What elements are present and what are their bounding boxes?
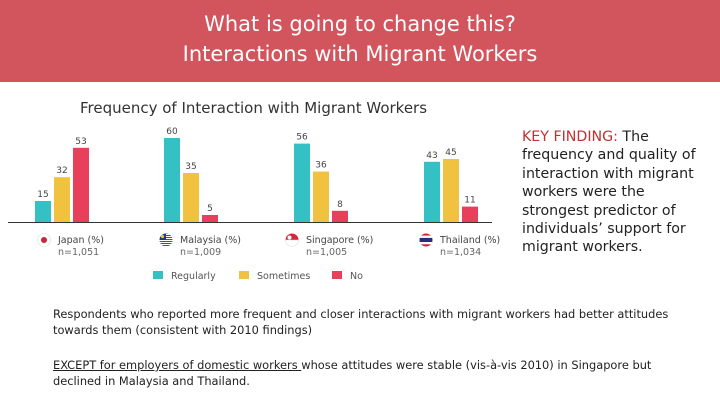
- country-label-2: Singapore (%): [306, 235, 373, 246]
- key-finding: KEY FINDING: The frequency and quality o…: [522, 128, 712, 257]
- legend-swatch-no: [332, 271, 342, 279]
- title-banner: What is going to change this? Interactio…: [0, 0, 720, 82]
- finding-paragraph-2: EXCEPT for employers of domestic workers…: [53, 358, 703, 389]
- country-label-1: Malaysia (%): [180, 235, 241, 246]
- sample-size-2: n=1,005: [306, 247, 347, 258]
- bar-chart: 15 32 53 60 35 5 56 36 8 43 45 11 Japan (%)n=1,051 Ma…: [8, 127, 500, 282]
- data-label-sometimes-3: 45: [445, 148, 456, 158]
- legend-label-regularly: Regularly: [171, 271, 216, 282]
- singapore-flag-icon: [285, 233, 299, 240]
- bar-no-0: [73, 147, 89, 222]
- singapore-flag-crescent: [287, 235, 292, 240]
- title-line-2: Interactions with Migrant Workers: [182, 42, 538, 66]
- data-label-sometimes-1: 35: [185, 162, 196, 172]
- bar-no-1: [202, 215, 218, 222]
- key-finding-label: KEY FINDING:: [522, 129, 618, 145]
- bar-regularly-0: [35, 201, 51, 222]
- thailand-flag-icon: [419, 233, 433, 247]
- bar-regularly-1: [164, 138, 180, 222]
- legend-swatch-regularly: [153, 271, 163, 279]
- malaysia-flag-icon: [159, 233, 173, 246]
- title-line-1: What is going to change this?: [204, 12, 516, 36]
- data-label-sometimes-0: 32: [56, 166, 67, 176]
- legend-label-no: No: [350, 271, 363, 282]
- key-finding-text: The frequency and quality of interaction…: [522, 129, 696, 256]
- bar-regularly-2: [294, 143, 310, 222]
- sample-size-1: n=1,009: [180, 247, 221, 258]
- japan-flag-sun: [41, 237, 47, 243]
- data-label-regularly-3: 43: [426, 151, 437, 161]
- country-label-3: Thailand (%): [439, 235, 500, 246]
- data-label-no-0: 53: [75, 137, 86, 147]
- singapore-flag-lower: [285, 239, 299, 247]
- bar-regularly-3: [424, 161, 440, 222]
- chart-title: Frequency of Interaction with Migrant Wo…: [80, 99, 428, 117]
- data-label-sometimes-2: 36: [315, 161, 327, 171]
- country-label-0: Japan (%): [57, 235, 104, 246]
- bar-no-3: [462, 206, 478, 222]
- sample-size-0: n=1,051: [58, 247, 99, 258]
- bar-sometimes-1: [183, 173, 199, 222]
- data-label-no-2: 8: [337, 200, 343, 210]
- exception-rest-text: whose attitudes were stable (vis-à-vis 2…: [53, 358, 652, 388]
- data-label-regularly-1: 60: [166, 127, 178, 137]
- legend-label-sometimes: Sometimes: [257, 271, 310, 282]
- finding-paragraph-1: Respondents who reported more frequent a…: [53, 307, 669, 337]
- data-label-no-3: 11: [464, 196, 475, 206]
- bar-no-2: [332, 210, 348, 222]
- data-label-no-1: 5: [207, 204, 213, 214]
- bar-sometimes-0: [54, 177, 70, 222]
- legend-swatch-sometimes: [239, 271, 249, 279]
- exception-underlined-text: EXCEPT for employers of domestic workers: [53, 358, 302, 372]
- bar-sometimes-2: [313, 171, 329, 222]
- data-label-regularly-0: 15: [37, 190, 48, 200]
- bar-sometimes-3: [443, 159, 459, 222]
- sample-size-3: n=1,034: [440, 247, 481, 258]
- data-label-regularly-2: 56: [296, 133, 308, 143]
